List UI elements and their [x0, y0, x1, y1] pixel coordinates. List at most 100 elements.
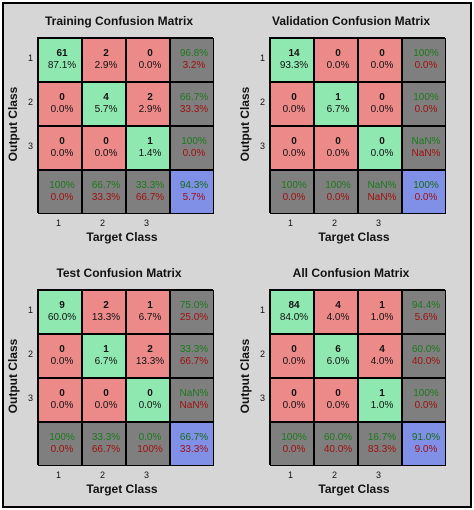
- cell-percent: 6.7%: [138, 312, 162, 323]
- col-correct-rate: 16.7%: [367, 432, 397, 443]
- validation-y-axis-label: Output Class: [238, 86, 252, 162]
- col-summary-3: 0.0% 100%: [126, 422, 170, 466]
- all-grid: 84 84.0% 4 4.0% 1 1.0% 94.4% 5.6% 0 0.0% 6 6.0% 4 4.0…: [269, 289, 446, 466]
- cell-r3-c3: 1 1.4%: [126, 126, 170, 170]
- row-error-rate: 25.0%: [179, 312, 209, 323]
- test-y-axis-label: Output Class: [6, 338, 20, 414]
- cell-percent: 0.0%: [138, 400, 162, 411]
- cell-r2-c2: 1 6.7%: [82, 334, 126, 378]
- training-y-axis-label: Output Class: [6, 86, 20, 162]
- row-summary-3: NaN% NaN%: [170, 378, 214, 422]
- cell-count: 0: [379, 136, 385, 147]
- col-tick-1: 1: [56, 218, 62, 228]
- cell-percent: 0.0%: [370, 148, 394, 159]
- overall-correct-rate: 94.3%: [179, 180, 209, 191]
- cell-r2-c1: 0 0.0%: [270, 82, 314, 126]
- col-summary-3: 16.7% 83.3%: [358, 422, 402, 466]
- col-error-rate: 0.0%: [282, 192, 306, 203]
- validation-grid: 14 93.3% 0 0.0% 0 0.0% 100% 0.0% 0 0.0% 1 6.7% 0 0.0%…: [269, 37, 446, 214]
- row-error-rate: 5.6%: [414, 312, 438, 323]
- cell-percent: 0.0%: [370, 104, 394, 115]
- cell-percent: 0.0%: [138, 60, 162, 71]
- cell-r3-c3: 0 0.0%: [358, 126, 402, 170]
- row-error-rate: 66.7%: [179, 356, 209, 367]
- col-summary-3: 33.3% 66.7%: [126, 170, 170, 214]
- validation-title: Validation Confusion Matrix: [271, 14, 430, 28]
- overall-accuracy-cell: 94.3% 5.7%: [170, 170, 214, 214]
- cell-r2-c2: 4 5.7%: [82, 82, 126, 126]
- row-correct-rate: 96.8%: [179, 48, 209, 59]
- cell-percent: 13.3%: [91, 312, 121, 323]
- row-error-rate: 0.0%: [414, 400, 438, 411]
- cell-count: 2: [147, 344, 153, 355]
- col-error-rate: 100%: [137, 444, 163, 455]
- cell-count: 9: [59, 300, 65, 311]
- col-tick-2: 2: [332, 470, 338, 480]
- row-tick-1: 1: [28, 305, 34, 315]
- cell-count: 0: [103, 136, 109, 147]
- cell-percent: 0.0%: [326, 400, 350, 411]
- all-confusion-matrix: All Confusion Matrix 84 84.0% 4 4.0% 1 1.0% 94.…: [236, 256, 466, 501]
- row-correct-rate: 66.7%: [179, 92, 209, 103]
- row-correct-rate: 75.0%: [179, 300, 209, 311]
- cell-r2-c1: 0 0.0%: [38, 82, 82, 126]
- overall-error-rate: 33.3%: [179, 444, 209, 455]
- overall-accuracy-cell: 91.0% 9.0%: [402, 422, 446, 466]
- cell-count: 0: [291, 92, 297, 103]
- cell-count: 0: [147, 48, 153, 59]
- cell-r1-c3: 0 0.0%: [126, 38, 170, 82]
- cell-percent: 0.0%: [282, 104, 306, 115]
- cell-percent: 0.0%: [50, 400, 74, 411]
- overall-error-rate: 9.0%: [414, 444, 438, 455]
- col-summary-1: 100% 0.0%: [270, 422, 314, 466]
- row-correct-rate: 94.4%: [411, 300, 441, 311]
- col-summary-1: 100% 0.0%: [38, 422, 82, 466]
- col-tick-1: 1: [56, 470, 62, 480]
- col-correct-rate: 100%: [325, 180, 351, 191]
- row-tick-2: 2: [28, 97, 34, 107]
- row-tick-3: 3: [260, 393, 266, 403]
- cell-r3-c2: 0 0.0%: [82, 378, 126, 422]
- cell-r2-c2: 6 6.0%: [314, 334, 358, 378]
- col-tick-3: 3: [144, 470, 150, 480]
- cell-count: 0: [59, 388, 65, 399]
- cell-count: 84: [288, 300, 300, 311]
- cell-r3-c2: 0 0.0%: [314, 126, 358, 170]
- row-correct-rate: 100%: [413, 92, 439, 103]
- cell-r1-c3: 1 1.0%: [358, 290, 402, 334]
- col-error-rate: 66.7%: [135, 192, 165, 203]
- cell-percent: 0.0%: [282, 400, 306, 411]
- row-error-rate: 0.0%: [414, 104, 438, 115]
- col-summary-3: NaN% NaN%: [358, 170, 402, 214]
- cell-percent: 4.0%: [326, 312, 350, 323]
- cell-percent: 1.0%: [370, 400, 394, 411]
- row-error-rate: NaN%: [411, 148, 441, 159]
- cell-count: 1: [335, 92, 341, 103]
- cell-r1-c3: 1 6.7%: [126, 290, 170, 334]
- cell-count: 0: [335, 388, 341, 399]
- test-confusion-matrix: Test Confusion Matrix 9 60.0% 2 13.3% 1 6.7% 75…: [4, 256, 234, 501]
- row-summary-2: 60.0% 40.0%: [402, 334, 446, 378]
- cell-r1-c2: 2 13.3%: [82, 290, 126, 334]
- all-title: All Confusion Matrix: [292, 266, 410, 280]
- col-error-rate: 83.3%: [367, 444, 397, 455]
- cell-percent: 13.3%: [135, 356, 165, 367]
- row-correct-rate: 60.0%: [411, 344, 441, 355]
- col-tick-2: 2: [100, 470, 106, 480]
- cell-r1-c1: 61 87.1%: [38, 38, 82, 82]
- col-correct-rate: NaN%: [367, 180, 397, 191]
- cell-percent: 0.0%: [282, 356, 306, 367]
- cell-r3-c3: 1 1.0%: [358, 378, 402, 422]
- col-tick-3: 3: [376, 470, 382, 480]
- col-tick-2: 2: [100, 218, 106, 228]
- col-summary-2: 60.0% 40.0%: [314, 422, 358, 466]
- training-confusion-matrix: Training Confusion Matrix 61 87.1% 2 2.9% 0 0.…: [4, 4, 234, 249]
- col-error-rate: NaN%: [367, 192, 397, 203]
- cell-percent: 1.4%: [138, 148, 162, 159]
- row-correct-rate: 100%: [413, 48, 439, 59]
- cell-percent: 0.0%: [50, 104, 74, 115]
- cell-count: 4: [103, 92, 109, 103]
- cell-count: 1: [147, 300, 153, 311]
- cell-r3-c1: 0 0.0%: [38, 126, 82, 170]
- cell-r1-c2: 4 4.0%: [314, 290, 358, 334]
